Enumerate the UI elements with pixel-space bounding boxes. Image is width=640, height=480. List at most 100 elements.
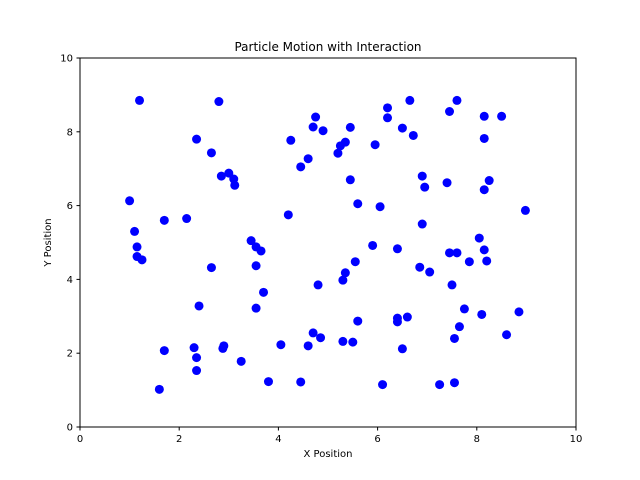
data-point [520,205,530,215]
data-point [246,236,256,246]
data-point [338,275,348,285]
data-point [417,171,427,181]
data-point [502,330,512,340]
data-point [251,303,261,313]
data-point [392,244,402,254]
data-point [276,340,286,350]
data-point [479,245,489,255]
data-point [256,246,266,256]
data-point [303,154,313,164]
y-tick-label: 10 [60,54,73,65]
data-point [159,215,169,225]
x-tick-label: 2 [176,434,182,445]
y-tick-label: 2 [67,349,73,360]
data-point [296,162,306,172]
plot-frame [79,57,577,428]
y-axis: 0 2 4 6 8 10 [60,54,80,434]
data-point [130,226,140,236]
data-point [402,312,412,322]
data-point [125,196,135,206]
data-point [464,257,474,267]
data-point [251,261,261,271]
data-point [313,280,323,290]
data-point [479,111,489,121]
data-point [338,336,348,346]
data-point [449,378,459,388]
data-point [333,148,343,158]
data-point [206,263,216,273]
data-point [497,111,507,121]
x-tick-label: 8 [474,434,480,445]
data-point [477,309,487,319]
data-point [308,328,318,338]
y-axis-label: Y Position [43,218,54,267]
data-point [182,214,192,224]
data-point [348,337,358,347]
data-point [375,202,385,212]
data-point [192,353,202,363]
data-point [482,256,492,266]
data-point [189,343,199,353]
data-point [353,199,363,209]
x-tick-label: 0 [77,434,83,445]
data-point [442,178,452,188]
y-tick-label: 8 [67,127,73,138]
data-point [206,148,216,158]
data-point [194,301,204,311]
data-point [415,262,425,272]
data-point [311,112,321,122]
data-point [345,175,355,185]
data-point [425,267,435,277]
data-point [318,126,328,136]
data-point [479,185,489,195]
data-point [514,307,524,317]
data-point [408,130,418,140]
data-point [159,346,169,356]
data-point [154,384,164,394]
data-point [445,248,455,258]
data-point [452,248,462,258]
y-tick-label: 6 [67,201,73,212]
data-point [420,182,430,192]
data-point [214,97,224,107]
data-point [286,135,296,145]
data-point [459,304,469,314]
data-point [447,280,457,290]
data-point [218,343,228,353]
data-points [125,95,530,394]
data-point [216,171,226,181]
data-point [474,233,484,243]
data-point [383,103,393,113]
data-point [340,268,350,278]
data-point [135,95,145,105]
data-point [417,219,427,229]
data-point [303,341,313,351]
data-point [230,180,240,190]
data-point [397,123,407,133]
x-tick-label: 10 [570,434,583,445]
data-point [370,140,380,150]
data-point [316,333,326,343]
data-point [449,333,459,343]
data-point [308,122,318,132]
data-point [484,176,494,186]
data-point [383,113,393,123]
data-point [405,95,415,105]
data-point [263,377,273,387]
x-tick-label: 4 [275,434,281,445]
x-axis: 0 2 4 6 8 10 [77,427,583,445]
data-point [435,380,445,390]
x-axis-label: X Position [304,449,353,460]
data-point [236,356,246,366]
data-point [445,107,455,117]
data-point [296,377,306,387]
x-tick-label: 6 [374,434,380,445]
data-point [368,240,378,250]
chart-title: Particle Motion with Interaction [234,40,421,54]
data-point [137,255,147,265]
data-point [452,95,462,105]
data-point [283,210,293,220]
data-point [192,134,202,144]
